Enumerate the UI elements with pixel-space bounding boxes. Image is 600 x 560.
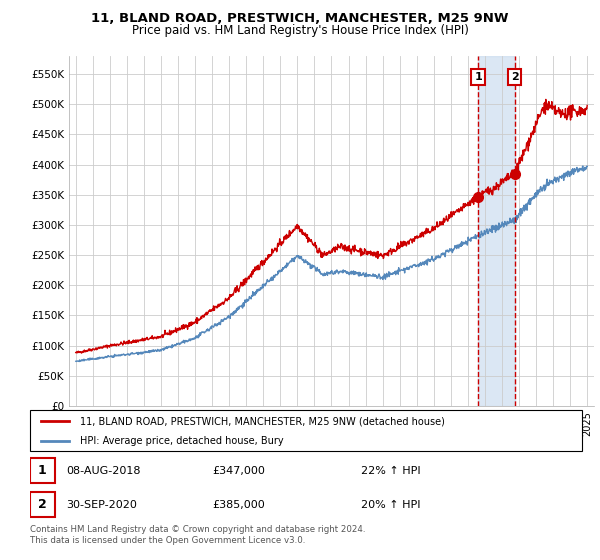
Text: Contains HM Land Registry data © Crown copyright and database right 2024.
This d: Contains HM Land Registry data © Crown c… bbox=[30, 525, 365, 545]
Bar bbox=[30, 492, 55, 517]
Text: HPI: Average price, detached house, Bury: HPI: Average price, detached house, Bury bbox=[80, 436, 283, 446]
Text: 22% ↑ HPI: 22% ↑ HPI bbox=[361, 465, 421, 475]
Text: 20% ↑ HPI: 20% ↑ HPI bbox=[361, 500, 421, 510]
Text: 2: 2 bbox=[511, 72, 518, 82]
Text: 08-AUG-2018: 08-AUG-2018 bbox=[66, 465, 140, 475]
Bar bbox=[30, 458, 55, 483]
Text: 1: 1 bbox=[38, 464, 47, 477]
Text: 11, BLAND ROAD, PRESTWICH, MANCHESTER, M25 9NW: 11, BLAND ROAD, PRESTWICH, MANCHESTER, M… bbox=[91, 12, 509, 25]
Bar bbox=[478, 56, 515, 406]
Text: 30-SEP-2020: 30-SEP-2020 bbox=[66, 500, 137, 510]
Text: 11, BLAND ROAD, PRESTWICH, MANCHESTER, M25 9NW (detached house): 11, BLAND ROAD, PRESTWICH, MANCHESTER, M… bbox=[80, 417, 445, 426]
Text: 1: 1 bbox=[474, 72, 482, 82]
Text: Price paid vs. HM Land Registry's House Price Index (HPI): Price paid vs. HM Land Registry's House … bbox=[131, 24, 469, 36]
Text: 2: 2 bbox=[38, 498, 47, 511]
Text: £347,000: £347,000 bbox=[212, 465, 265, 475]
Text: £385,000: £385,000 bbox=[212, 500, 265, 510]
